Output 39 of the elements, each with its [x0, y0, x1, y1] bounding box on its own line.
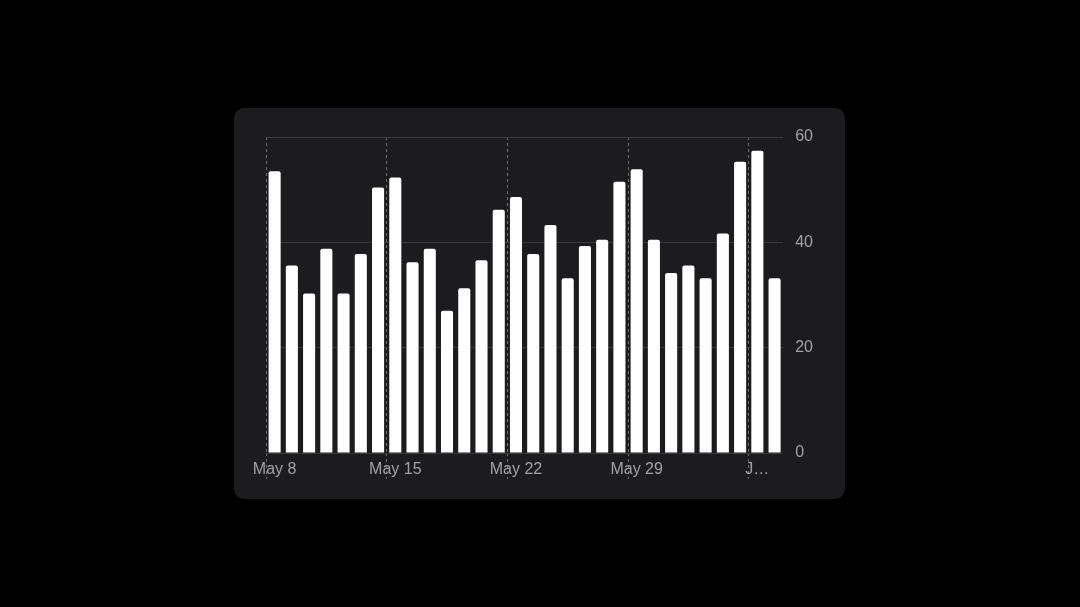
bar: [372, 187, 385, 453]
bar: [716, 233, 729, 453]
bar: [423, 248, 436, 453]
bar: [578, 246, 591, 453]
y-tick-label: 0: [795, 443, 805, 461]
bar: [320, 248, 333, 453]
y-tick-label: 40: [795, 232, 814, 250]
bar: [544, 224, 557, 453]
bar: [734, 161, 747, 453]
bar: [303, 293, 316, 453]
y-tick-label: 60: [795, 127, 814, 145]
bar: [647, 239, 660, 453]
y-tick-label: 20: [795, 338, 814, 356]
bar: [699, 278, 712, 453]
bar: [268, 171, 281, 453]
bar: [768, 278, 781, 453]
bar: [492, 209, 505, 453]
bar: [458, 288, 471, 453]
bar: [354, 253, 367, 453]
bar: [285, 265, 298, 453]
bar: [475, 260, 488, 453]
x-tick-label: May 15: [369, 460, 422, 478]
bar: [596, 239, 609, 453]
bar: [665, 272, 678, 453]
x-tick-label: May 22: [489, 460, 543, 478]
bar: [561, 278, 574, 453]
x-tick-label: May 8: [252, 460, 297, 478]
bar: [509, 197, 523, 453]
x-tick-label: J…: [745, 460, 770, 478]
bar: [337, 293, 350, 453]
bar: [613, 181, 626, 453]
bar: [682, 265, 695, 453]
bar: [389, 177, 402, 453]
bar: [751, 150, 764, 453]
x-tick-label: May 29: [610, 460, 663, 478]
bar: [630, 169, 643, 453]
bar: [527, 253, 540, 453]
bar: [440, 310, 454, 453]
bar: [406, 262, 419, 453]
